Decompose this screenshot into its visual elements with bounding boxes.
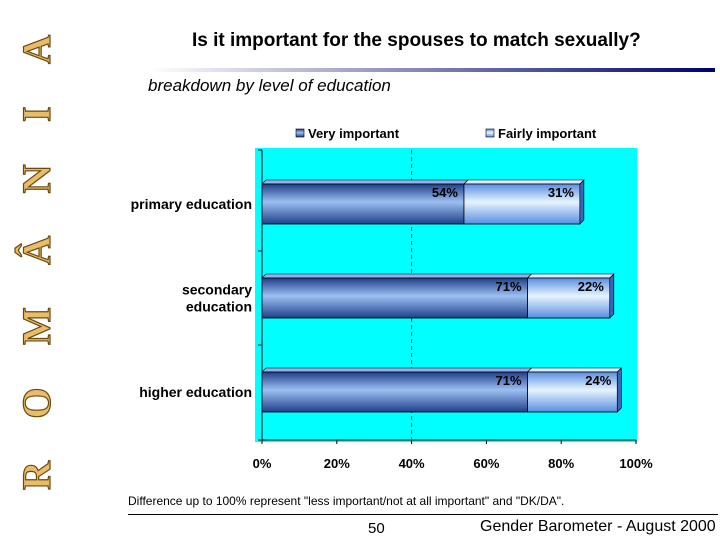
- side-word-romania: ROMÂNIA: [0, 0, 70, 540]
- page-number: 50: [368, 520, 385, 537]
- bar-segment: [527, 277, 611, 319]
- category-label: primary education: [131, 196, 252, 212]
- x-tick-label: 20%: [324, 456, 350, 471]
- title-rule: [150, 68, 715, 72]
- page-subtitle: breakdown by level of education: [148, 76, 391, 95]
- bar-top-face: [526, 273, 615, 279]
- side-word-text: ROMÂNIA: [14, 35, 59, 490]
- bar-side-face: [616, 367, 622, 413]
- category-label-line: primary education: [131, 196, 252, 212]
- x-tick-label: 40%: [399, 456, 425, 471]
- bar-data-label: 22%: [578, 279, 604, 294]
- bar-segment: [463, 183, 581, 225]
- bar-side-face: [579, 179, 585, 225]
- x-tick-label: 100%: [619, 456, 653, 471]
- bar-top-face: [526, 367, 623, 373]
- legend-label: Fairly important: [498, 126, 597, 141]
- bar-data-label: 71%: [496, 373, 522, 388]
- bar-segment: [527, 371, 618, 413]
- bar-top-face: [261, 367, 533, 373]
- category-label: secondary education: [182, 282, 252, 315]
- footer-rule: [128, 514, 718, 515]
- category-label-line: education: [186, 299, 252, 315]
- bar-data-label: 24%: [585, 373, 611, 388]
- x-tick-label: 60%: [473, 456, 499, 471]
- legend-label: Very important: [308, 126, 400, 141]
- category-label-line: higher education: [139, 384, 252, 400]
- bar-data-label: 71%: [496, 279, 522, 294]
- bar-segment: [261, 183, 465, 225]
- bar-top-face: [261, 273, 533, 279]
- category-label-line: secondary: [182, 282, 252, 298]
- source-label: Gender Barometer - August 2000: [480, 518, 716, 535]
- page-title: Is it important for the spouses to match…: [192, 30, 641, 51]
- legend-swatch: [485, 128, 495, 138]
- bar-top-face: [463, 179, 585, 185]
- x-tick-label: 80%: [548, 456, 574, 471]
- category-label: higher education: [139, 384, 252, 400]
- bar-segment: [261, 371, 528, 413]
- bar-segment: [261, 277, 528, 319]
- footnote: Difference up to 100% represent "less im…: [128, 494, 565, 508]
- side-word-graphic: ROMÂNIA: [13, 34, 59, 490]
- bar-top-face: [261, 179, 469, 185]
- bar-side-face: [609, 273, 615, 319]
- legend-swatch: [295, 128, 305, 138]
- x-tick-label: 0%: [253, 456, 272, 471]
- bar-data-label: 54%: [432, 185, 458, 200]
- bar-data-label: 31%: [548, 185, 574, 200]
- legend-background: [255, 120, 637, 148]
